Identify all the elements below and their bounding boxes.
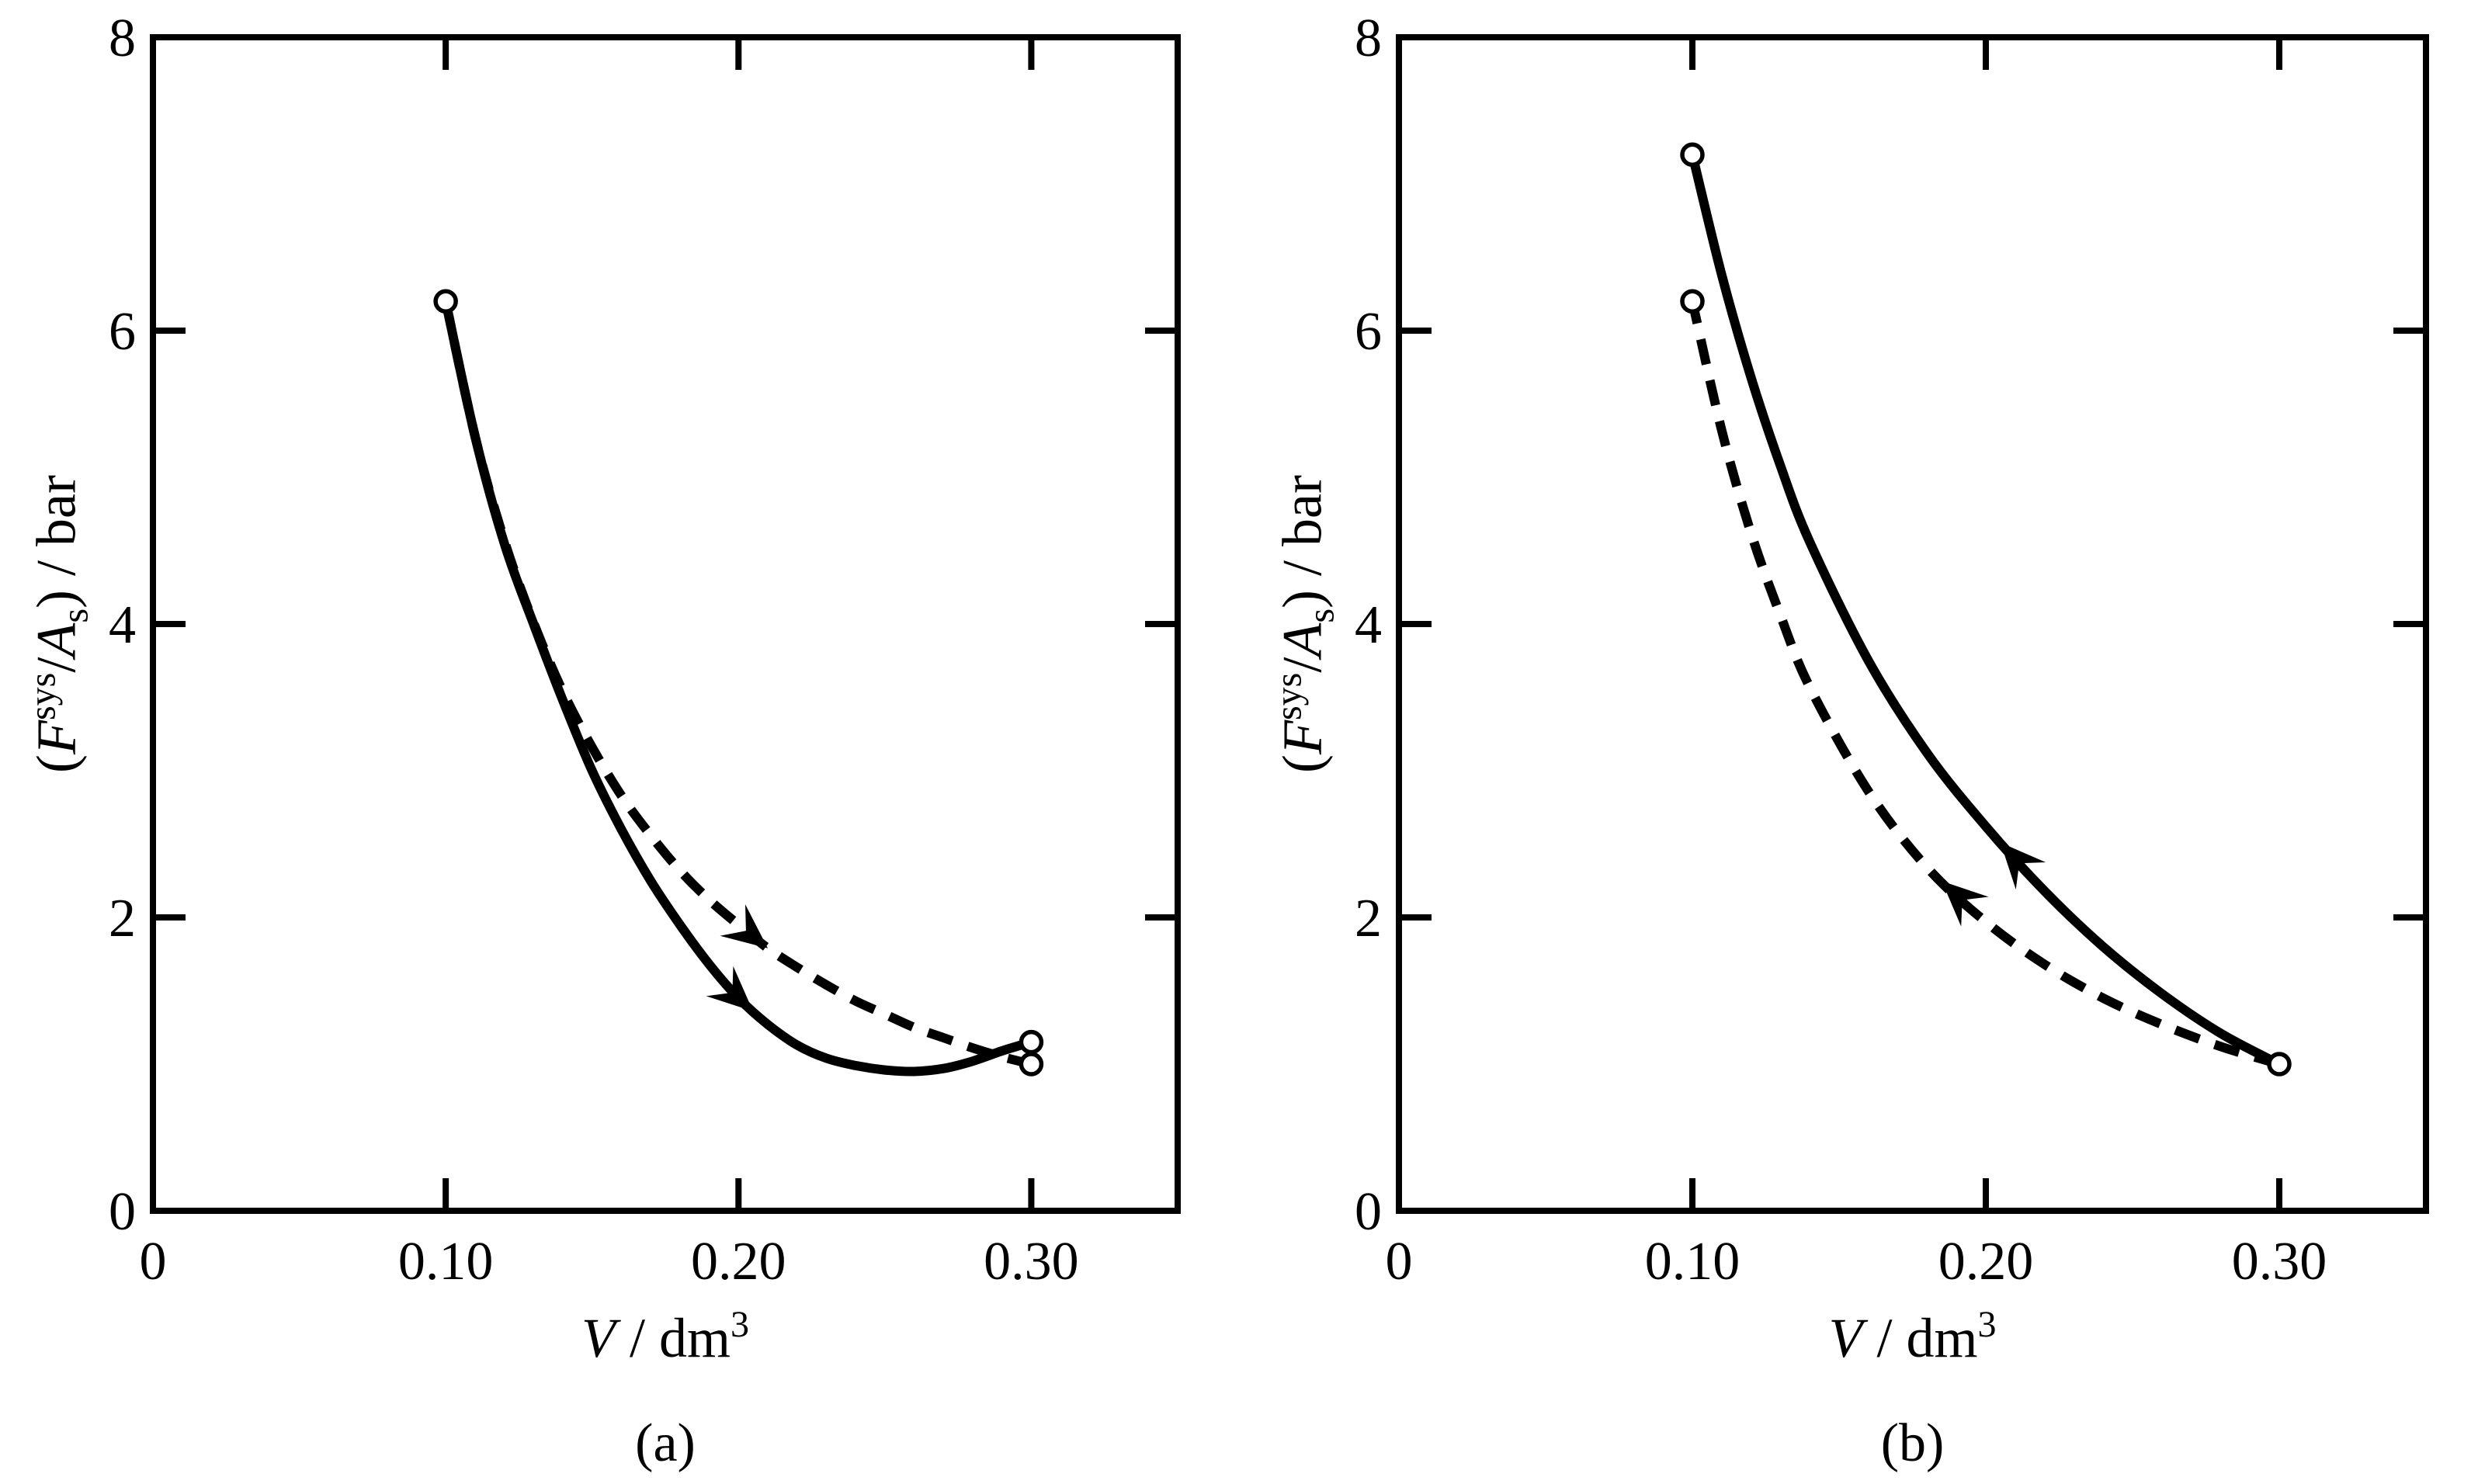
y-tick-label: 8 — [109, 9, 136, 68]
label-part: 3 — [731, 1304, 749, 1345]
label-part: V — [581, 1307, 621, 1369]
endpoint-marker — [1019, 1052, 1044, 1077]
endpoint-marker — [1680, 289, 1705, 314]
y-tick-label: 4 — [109, 595, 136, 655]
label-part: ) / bar — [25, 475, 87, 609]
label-part: ( — [1271, 754, 1333, 773]
endpoint-marker — [433, 289, 458, 314]
panel-caption: (b) — [1881, 1413, 1945, 1473]
label-part: sys — [1268, 673, 1309, 720]
x-tick-label: 0.20 — [1938, 1232, 2034, 1292]
label-part: A — [25, 622, 87, 661]
panel-b: 0 0.10 0.20 0.30 0 2 4 6 8 V / dm3 (Fsys/As) / bar… — [1268, 9, 2429, 1473]
label-part: / dm — [1862, 1307, 1977, 1369]
endpoint-marker — [1680, 142, 1705, 167]
label-part: / — [25, 657, 87, 673]
direction-arrowhead — [720, 904, 768, 948]
label-part: ( — [25, 754, 87, 773]
label-part: / — [1271, 657, 1333, 673]
label-part: s — [54, 609, 95, 623]
x-axis-label: V / dm3 — [1829, 1304, 1997, 1369]
y-axis-label: (Fsys/As) / bar — [22, 475, 95, 773]
y-tick-label: 0 — [109, 1182, 136, 1242]
x-tick-label: 0.10 — [1645, 1232, 1740, 1292]
label-part: sys — [22, 673, 63, 720]
label-part: F — [25, 719, 87, 755]
label-part: 3 — [1978, 1304, 1997, 1345]
y-axis-label: (Fsys/As) / bar — [1268, 475, 1341, 773]
dashed-curve — [1688, 300, 2281, 1069]
x-tick-label: 0.20 — [691, 1232, 786, 1292]
label-part: ) / bar — [1271, 475, 1333, 609]
solid-curve — [1688, 153, 2282, 1069]
y-tick-label: 2 — [109, 889, 136, 948]
panel-caption: (a) — [635, 1413, 696, 1473]
panel-a: 0 0.10 0.20 0.30 0 2 4 6 8 V / dm3 (Fsys/As) / bar… — [22, 9, 1181, 1473]
y-tick-label: 8 — [1355, 9, 1382, 68]
x-tick-label: 0 — [1386, 1232, 1413, 1292]
y-tick-label: 2 — [1355, 889, 1382, 948]
label-part: F — [1271, 719, 1333, 755]
label-part: A — [1271, 622, 1333, 661]
label-part: s — [1300, 609, 1341, 623]
x-tick-label: 0 — [140, 1232, 167, 1292]
y-tick-label: 0 — [1355, 1182, 1382, 1242]
direction-arrowhead — [706, 966, 754, 1011]
direction-arrowhead — [1942, 881, 1989, 927]
x-tick-label: 0.30 — [2232, 1232, 2327, 1292]
label-part: / dm — [616, 1307, 731, 1369]
y-tick-label: 6 — [1355, 302, 1382, 362]
label-part: V — [1829, 1307, 1869, 1369]
x-tick-label: 0.10 — [398, 1232, 494, 1292]
plot-frame — [1396, 34, 2429, 1214]
x-tick-label: 0.30 — [984, 1232, 1079, 1292]
endpoint-marker — [1019, 1029, 1044, 1055]
plot-frame — [150, 34, 1181, 1214]
endpoint-marker — [2267, 1052, 2292, 1077]
y-tick-label: 4 — [1355, 595, 1382, 655]
y-tick-label: 6 — [109, 302, 136, 362]
x-axis-label: V / dm3 — [581, 1304, 749, 1369]
direction-arrowhead — [2000, 842, 2046, 889]
